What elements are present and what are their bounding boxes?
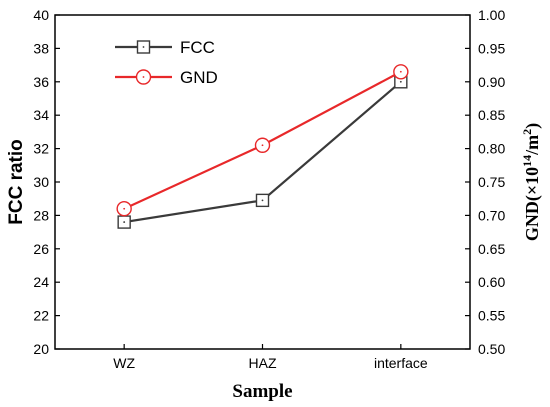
y2-axis-title: GND(×1014/m2) (520, 123, 543, 241)
y2-tick-label: 0.55 (478, 308, 505, 324)
y-tick-label: 36 (33, 74, 49, 90)
y2-tick-label: 0.60 (478, 274, 505, 290)
y-tick-label: 34 (33, 107, 49, 123)
legend-marker-center (142, 46, 145, 48)
y-axis-title: FCC ratio (6, 139, 27, 225)
y2-tick-label: 0.90 (478, 74, 505, 90)
legend-marker-center (142, 76, 145, 78)
y2-tick-label: 0.80 (478, 141, 505, 157)
legend-label-gnd: GND (180, 68, 218, 87)
y2-axis-title-suffix-exponent: 2 (520, 129, 534, 135)
y-tick-label: 30 (33, 174, 49, 190)
data-point-center (123, 221, 126, 223)
x-tick-label: WZ (113, 355, 135, 371)
y2-tick-label: 0.65 (478, 241, 505, 257)
plot-frame (54, 14, 471, 350)
y2-tick-label: 1.00 (478, 7, 505, 23)
data-point-center (399, 80, 402, 83)
y2-tick-label: 0.85 (478, 107, 505, 123)
y2-tick-label: 0.75 (478, 174, 505, 190)
legend: FCC GND (115, 38, 218, 87)
y-tick-label: 20 (33, 341, 49, 357)
y2-tick-label: 0.70 (478, 207, 505, 223)
y2-tick-label: 0.95 (478, 40, 505, 56)
axes-layer: 20 22 24 26 28 30 32 34 36 38 40 0.50 0.55 0.60 0.65 0.… (33, 7, 505, 371)
x-axis-title: Sample (232, 381, 292, 402)
y2-tick-label: 0.50 (478, 341, 505, 357)
y-tick-label: 38 (33, 40, 49, 56)
y2-axis-title-exponent: 14 (520, 155, 534, 167)
y2-axis-title-suffix: /m (522, 135, 542, 156)
x-tick-label: HAZ (249, 355, 277, 371)
x-tick-label: interface (374, 355, 428, 371)
y-tick-label: 26 (33, 241, 49, 257)
data-point-center (261, 199, 264, 202)
y-tick-label: 24 (33, 274, 49, 290)
y-tick-label: 40 (33, 7, 49, 23)
y2-axis-title-prefix: GND(×10 (522, 167, 543, 241)
y-tick-label: 28 (33, 207, 49, 223)
series-layer (116, 64, 409, 229)
data-point-center (123, 207, 126, 210)
y-tick-label: 32 (33, 141, 49, 157)
y-tick-label: 22 (33, 308, 49, 324)
data-point-center (261, 144, 264, 147)
data-point-center (399, 70, 402, 73)
legend-label-fcc: FCC (180, 38, 215, 57)
y2-axis-title-close: ) (522, 123, 543, 129)
